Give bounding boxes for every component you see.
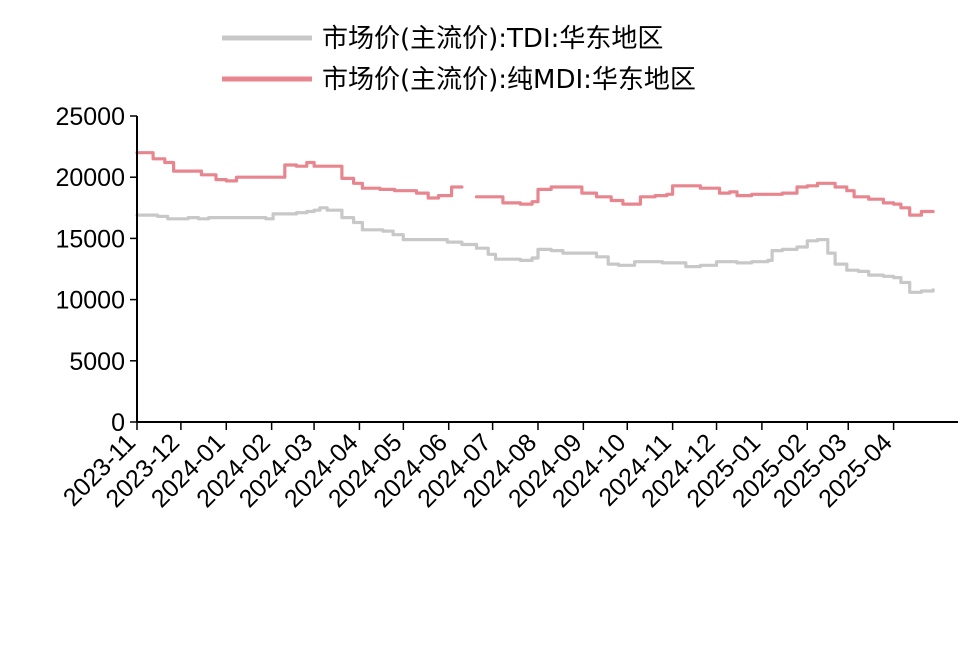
legend-label-tdi: 市场价(主流价):TDI:华东地区: [322, 24, 663, 54]
y-tick-label: 0: [111, 409, 125, 437]
axes: 05000100001500020000250002023-112023-122…: [55, 103, 958, 513]
series-line-0: [135, 206, 935, 294]
series-line-1: [135, 151, 935, 217]
legend: 市场价(主流价):TDI:华东地区 市场价(主流价):纯MDI:华东地区: [222, 24, 696, 95]
y-tick-label: 5000: [69, 348, 125, 376]
y-tick-label: 10000: [55, 287, 125, 315]
y-tick-label: 15000: [55, 225, 125, 253]
y-tick-label: 25000: [55, 103, 125, 131]
y-tick-label: 20000: [55, 164, 125, 192]
series-layer: [135, 151, 935, 294]
legend-label-mdi: 市场价(主流价):纯MDI:华东地区: [322, 65, 696, 95]
